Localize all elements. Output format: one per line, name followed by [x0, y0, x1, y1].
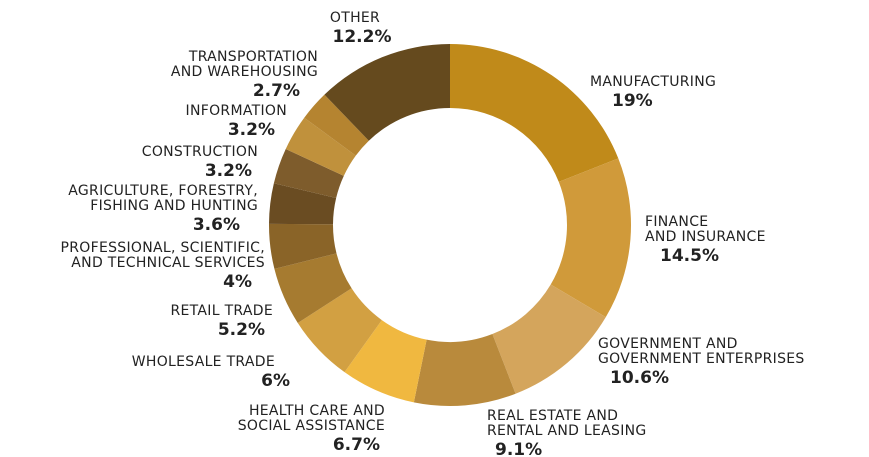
slice — [304, 94, 369, 156]
slice — [285, 117, 356, 176]
slice-label: REAL ESTATE AND — [487, 408, 618, 424]
value-label: 10.6% — [610, 368, 669, 388]
slice — [413, 334, 516, 406]
slice-label: AND TECHNICAL SERVICES — [71, 255, 265, 271]
value-label: 6% — [261, 371, 290, 391]
value-label: 19% — [612, 91, 653, 111]
value-label: 2.7% — [253, 81, 300, 101]
slice — [273, 148, 344, 199]
slice-label: RETAIL TRADE — [170, 303, 273, 319]
slice — [550, 158, 631, 318]
value-label: 3.2% — [205, 161, 252, 181]
slice — [269, 183, 337, 225]
slice — [274, 253, 352, 323]
slice-label: GOVERNMENT AND — [598, 336, 738, 352]
slice-label: HEALTH CARE AND — [249, 403, 385, 419]
value-label: 3.2% — [228, 120, 275, 140]
value-label: 3.6% — [193, 215, 240, 235]
slice-label: INFORMATION — [186, 103, 287, 119]
slice-label: TRANSPORTATION — [188, 49, 318, 65]
value-label: 4% — [223, 272, 252, 292]
slice-label: RENTAL AND LEASING — [487, 423, 647, 439]
slice — [324, 44, 450, 141]
slice-label: AND WAREHOUSING — [171, 64, 318, 80]
slice — [269, 223, 337, 269]
value-label: 14.5% — [660, 246, 719, 266]
slice-label: MANUFACTURING — [590, 74, 716, 90]
slice — [297, 288, 382, 373]
value-label: 5.2% — [218, 320, 265, 340]
slice-label: OTHER — [330, 10, 380, 26]
slice-label: PROFESSIONAL, SCIENTIFIC, — [61, 240, 265, 256]
slice-label: FISHING AND HUNTING — [90, 198, 258, 214]
slice-label: SOCIAL ASSISTANCE — [238, 418, 385, 434]
slice-label: WHOLESALE TRADE — [132, 354, 275, 370]
slice-label: CONSTRUCTION — [142, 144, 258, 160]
slice — [344, 320, 427, 403]
slice-label: GOVERNMENT ENTERPRISES — [598, 351, 805, 367]
slice-label: AGRICULTURE, FORESTRY, — [68, 183, 258, 199]
slice-label: AND INSURANCE — [645, 229, 766, 245]
value-label: 12.2% — [333, 27, 392, 47]
value-label: 9.1% — [495, 440, 542, 457]
value-label: 6.7% — [333, 435, 380, 455]
slice — [492, 284, 606, 394]
slice — [450, 44, 619, 182]
slice-label: FINANCE — [645, 214, 708, 230]
